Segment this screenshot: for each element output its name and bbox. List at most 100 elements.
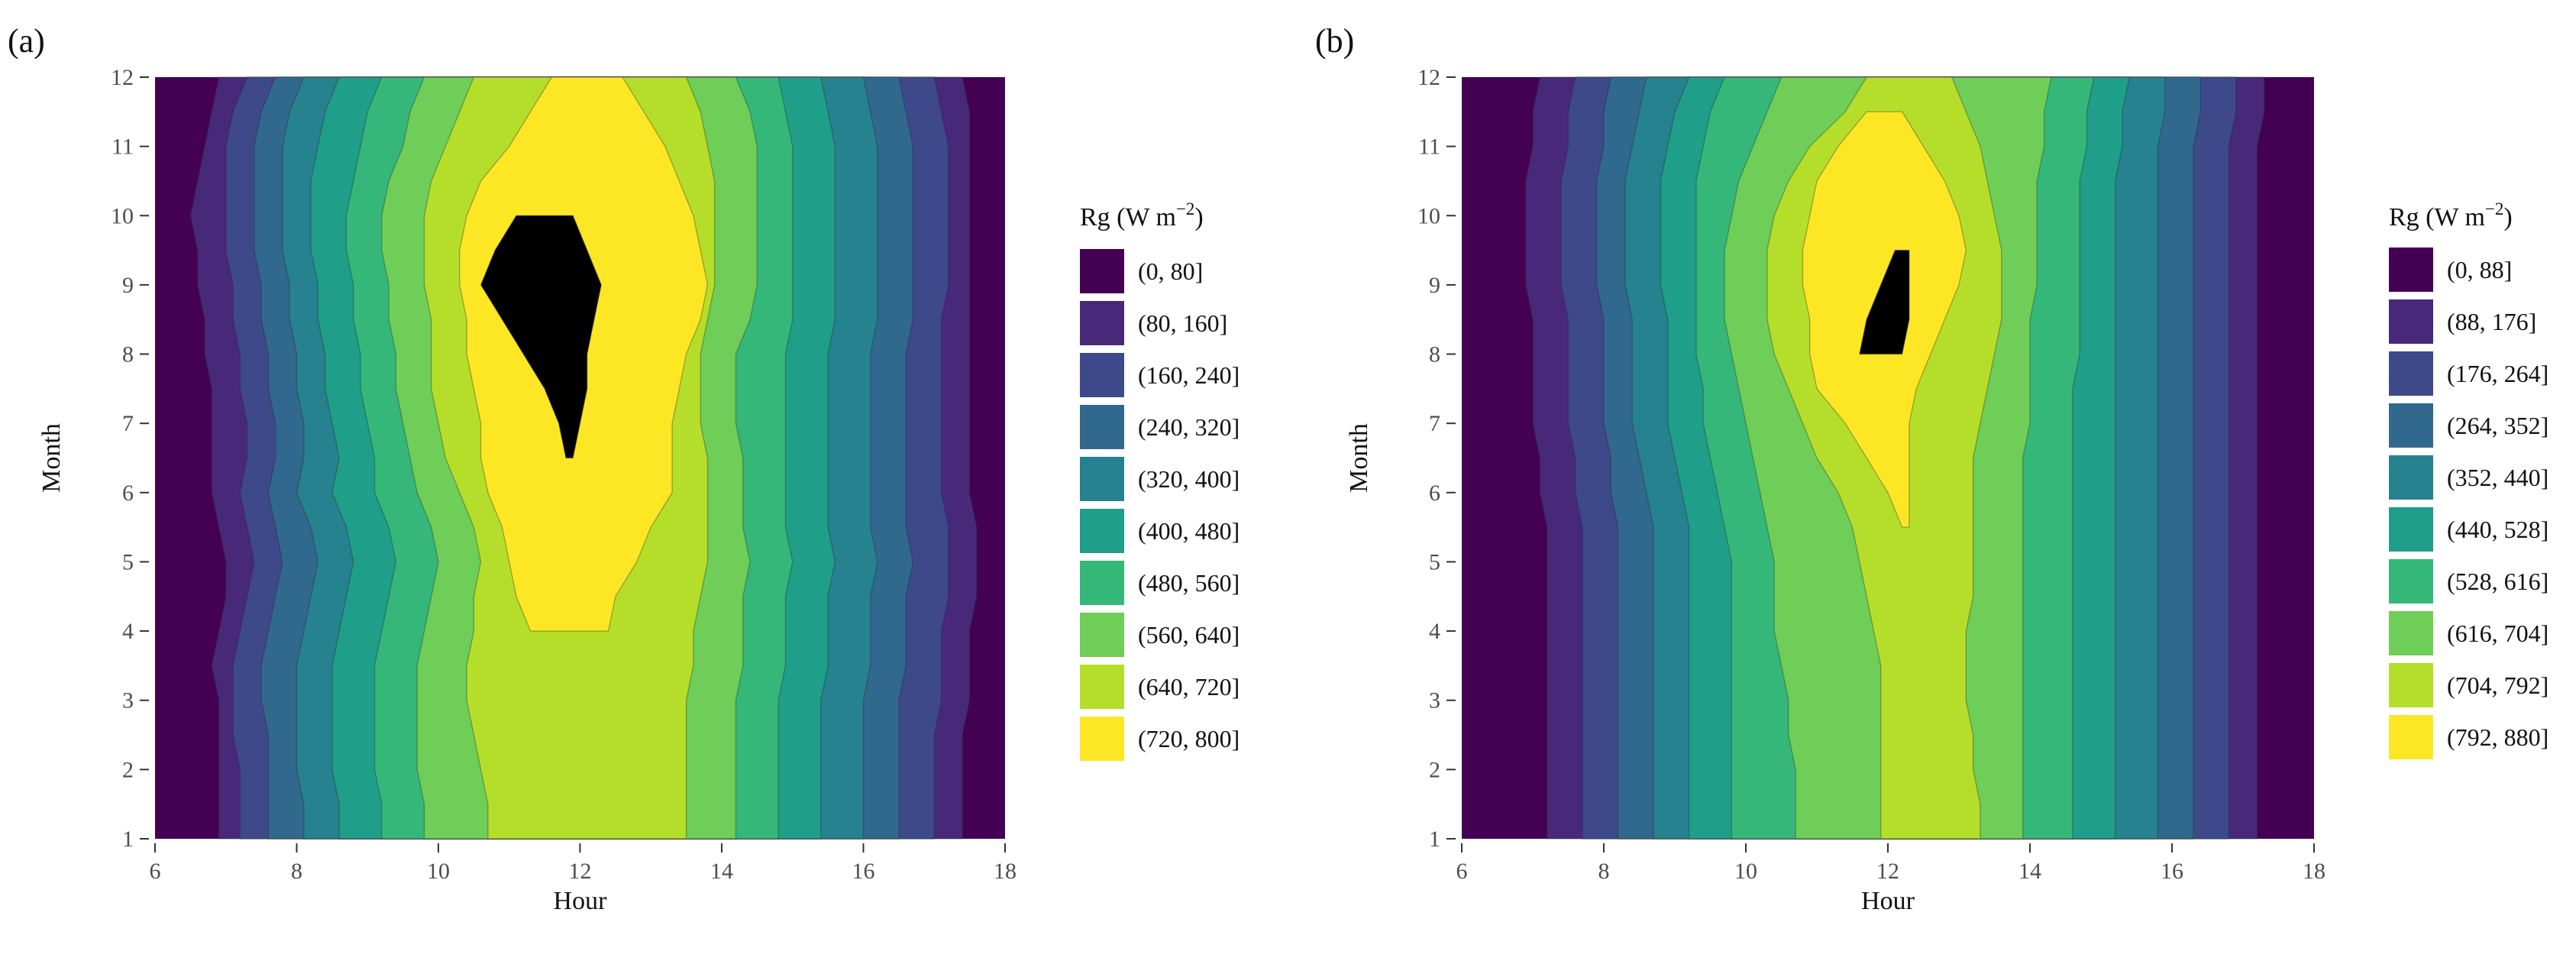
y-tick-label: 7 [122, 411, 134, 436]
y-axis-title: Month [1345, 423, 1373, 493]
legend-swatch [1080, 249, 1124, 293]
legend-swatch [2389, 663, 2433, 707]
legend: Rg (W m−2) (0, 80] (80, 160] (160, 240] (240… [1080, 199, 1240, 761]
y-tick-label: 8 [1429, 342, 1440, 367]
legend-swatch [1080, 665, 1124, 709]
legend-label: (792, 880] [2447, 723, 2549, 751]
y-tick-label: 6 [122, 480, 134, 506]
x-tick-label: 18 [2303, 859, 2326, 884]
legend-swatch [1080, 717, 1124, 761]
y-tick-label: 11 [112, 134, 134, 160]
legend-label: (704, 792] [2447, 671, 2549, 699]
legend-label: (160, 240] [1138, 361, 1240, 389]
y-tick-label: 12 [111, 65, 134, 90]
legend-label: (88, 176] [2447, 308, 2536, 335]
legend-swatch [2389, 248, 2433, 292]
legend-swatch [2389, 455, 2433, 500]
level-band-10 [480, 215, 602, 459]
legend-swatch [2389, 559, 2433, 603]
y-tick-label: 1 [1429, 827, 1440, 852]
legend-title: Rg (W m−2) [2389, 199, 2513, 231]
legend-label: (440, 528] [2447, 516, 2549, 543]
y-tick-label: 9 [1429, 273, 1440, 298]
legend-label: (528, 616] [2447, 568, 2549, 595]
panel-b: (b) 6 8 10 12 14 16 18 Hour 1 2 3 4 5 6 7 8 9 10 11 12 Month… [1291, 0, 2576, 961]
y-tick-label: 2 [122, 757, 134, 782]
legend-label: (80, 160] [1138, 309, 1227, 337]
y-tick-label: 3 [1429, 688, 1440, 713]
level-band-10 [1859, 249, 1910, 355]
panel-label: (b) [1315, 22, 1355, 60]
legend-swatch [1080, 457, 1124, 501]
y-tick-label: 10 [111, 203, 134, 228]
legend-title-exponent: −2 [1176, 199, 1194, 218]
y-tick-label: 8 [122, 342, 134, 367]
legend-label: (400, 480] [1138, 517, 1240, 545]
legend-title-exponent: −2 [2485, 199, 2503, 218]
x-axis-title: Hour [1861, 887, 1915, 915]
legend-swatch [1080, 353, 1124, 397]
legend-swatch [1080, 561, 1124, 605]
legend-swatch [1080, 405, 1124, 449]
panel-label: (a) [8, 22, 45, 60]
x-tick-label: 6 [150, 859, 161, 884]
legend-label: (176, 264] [2447, 360, 2549, 387]
legend-swatch [1080, 613, 1124, 657]
y-tick-label: 5 [1429, 549, 1440, 574]
legend-label: (720, 800] [1138, 725, 1240, 752]
y-tick-label: 10 [1417, 203, 1440, 228]
legend-swatch [2389, 611, 2433, 655]
y-axis-title: Month [37, 423, 66, 493]
y-tick-label: 7 [1429, 411, 1440, 436]
legend-swatch [2389, 403, 2433, 448]
x-tick-label: 10 [427, 859, 450, 884]
legend-swatch [1080, 301, 1124, 345]
legend-label: (352, 440] [2447, 464, 2549, 491]
y-tick-label: 9 [122, 273, 134, 298]
legend-label: (616, 704] [2447, 620, 2549, 647]
legend-swatch [2389, 507, 2433, 552]
legend-label: (264, 352] [2447, 412, 2549, 439]
y-tick-label: 5 [122, 549, 134, 574]
y-tick-label: 4 [1429, 619, 1440, 644]
legend-label: (480, 560] [1138, 569, 1240, 597]
x-tick-label: 16 [2161, 859, 2183, 884]
legend-swatch [2389, 715, 2433, 759]
x-tick-label: 14 [710, 859, 733, 884]
y-tick-label: 6 [1429, 480, 1440, 506]
legend-title: Rg (W m−2) [1080, 199, 1204, 231]
x-tick-label: 14 [2018, 859, 2041, 884]
legend-label: (640, 720] [1138, 673, 1240, 701]
x-tick-label: 10 [1734, 859, 1757, 884]
legend-label: (0, 88] [2447, 256, 2512, 283]
y-tick-label: 4 [122, 619, 134, 644]
legend-label: (240, 320] [1138, 413, 1240, 441]
panel-a: (a) 6 8 10 12 14 16 18 Hour 1 2 3 4 5 6 7 8 9 10 11 12 Month… [8, 22, 1240, 915]
legend-label: (0, 80] [1138, 257, 1203, 285]
x-axis: 6 8 10 12 14 16 18 [1456, 843, 2326, 884]
x-tick-label: 12 [1876, 859, 1899, 884]
x-tick-label: 16 [852, 859, 875, 884]
x-tick-label: 6 [1456, 859, 1468, 884]
x-tick-label: 8 [291, 859, 302, 884]
x-tick-label: 8 [1598, 859, 1610, 884]
legend-swatch [1080, 509, 1124, 553]
legend-label: (560, 640] [1138, 621, 1240, 649]
y-tick-label: 1 [122, 827, 134, 852]
legend-label: (320, 400] [1138, 465, 1240, 493]
y-tick-label: 2 [1429, 757, 1440, 782]
legend-swatch [2389, 299, 2433, 344]
y-tick-label: 3 [122, 688, 134, 713]
legend-swatch [2389, 351, 2433, 396]
x-tick-label: 12 [569, 859, 592, 884]
x-tick-label: 18 [994, 859, 1017, 884]
y-tick-label: 12 [1417, 65, 1440, 90]
x-axis: 6 8 10 12 14 16 18 [150, 843, 1017, 884]
x-axis-title: Hour [554, 887, 608, 915]
legend: Rg (W m−2) (0, 88] (88, 176] (176, 264] (264… [2389, 199, 2549, 759]
y-tick-label: 11 [1418, 134, 1440, 160]
